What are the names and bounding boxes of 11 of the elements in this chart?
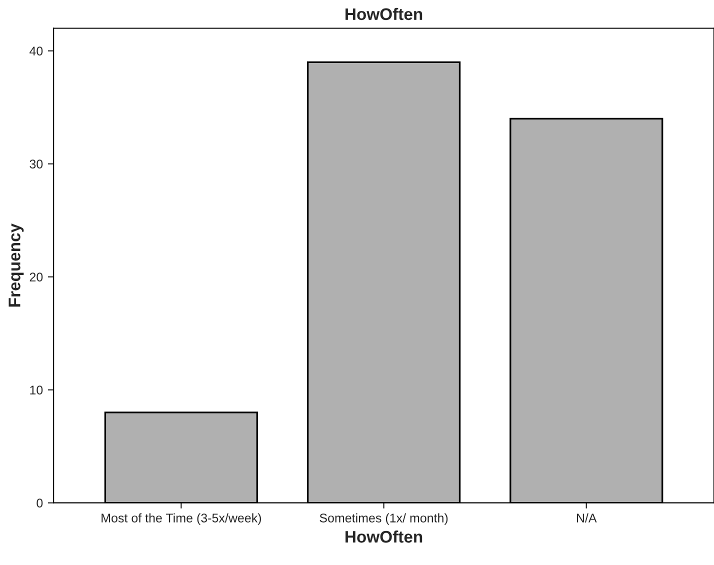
x-tick-label: Most of the Time (3-5x/week) bbox=[102, 513, 261, 525]
y-tick-label: 10 bbox=[30, 386, 43, 394]
y-tick-label: 40 bbox=[30, 46, 43, 56]
chart-title: HowOften bbox=[346, 8, 422, 20]
x-tick-label: Sometimes (1x/ month) bbox=[320, 513, 448, 525]
x-axis-title: HowOften bbox=[346, 530, 422, 543]
y-tick-label: 0 bbox=[36, 498, 43, 508]
y-axis-title: Frequency bbox=[8, 223, 24, 307]
y-tick-label: 30 bbox=[30, 160, 43, 168]
x-tick-label: N/A bbox=[576, 513, 597, 522]
y-tick-label: 20 bbox=[30, 272, 43, 282]
